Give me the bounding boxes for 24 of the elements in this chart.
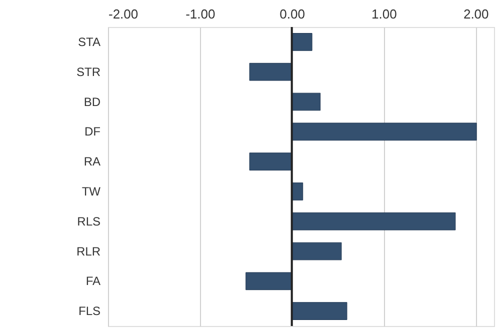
x-tick-label: 2.00	[463, 6, 489, 22]
bar	[249, 62, 292, 81]
y-tick-label: RLR	[76, 244, 101, 258]
y-tick-label: RLS	[77, 214, 100, 228]
x-tick-label: 1.00	[372, 6, 397, 22]
y-tick-label: FLS	[78, 304, 100, 318]
y-tick-label: RA	[84, 154, 100, 169]
y-tick-label: STA	[78, 34, 100, 49]
y-tick-label: FA	[86, 274, 100, 288]
y-tick-label: STR	[76, 64, 101, 79]
bar	[292, 92, 321, 111]
bar	[292, 242, 342, 260]
bar	[292, 122, 477, 141]
bar	[249, 152, 292, 170]
bar	[246, 272, 292, 290]
bar	[292, 302, 348, 320]
x-tick-label: -2.00	[108, 6, 138, 22]
x-tick-label: 0.00	[280, 6, 305, 22]
bar	[292, 212, 456, 230]
y-tick-label: BD	[84, 94, 101, 109]
x-tick-label: -1.00	[186, 6, 216, 22]
y-tick-label: DF	[84, 124, 100, 139]
bar	[292, 33, 312, 51]
y-tick-label: TW	[82, 184, 102, 198]
